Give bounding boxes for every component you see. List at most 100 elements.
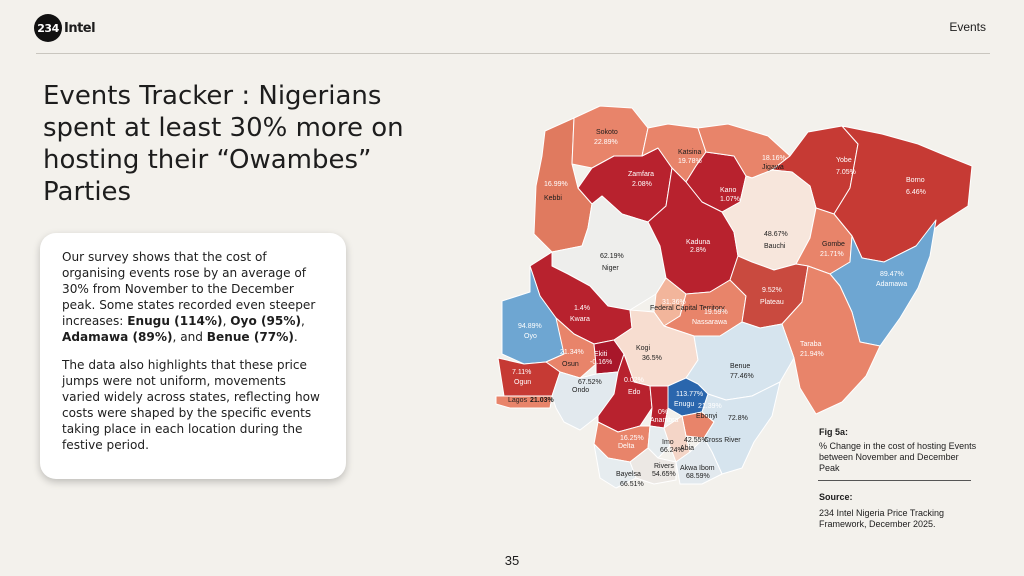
label-enugu-name: Enugu bbox=[674, 401, 694, 408]
label-akwaibom-name: Akwa Ibom bbox=[680, 465, 715, 472]
label-lagos-name: Lagos bbox=[508, 397, 528, 404]
label-ondo-name: Ondo bbox=[572, 387, 589, 394]
label-fct-name: Federal Capital Territory bbox=[650, 305, 725, 312]
label-kwara-value: 1.4% bbox=[574, 305, 590, 312]
label-kebbi-name: Kebbi bbox=[544, 195, 562, 202]
source-block: Source: 234 Intel Nigeria Price Tracking… bbox=[819, 492, 979, 530]
separator-2: , bbox=[300, 314, 305, 328]
label-osun-value: 21.34% bbox=[560, 349, 584, 356]
label-abia-value: 42.55% bbox=[684, 437, 708, 444]
label-edo-value: 0.02% bbox=[624, 377, 644, 384]
label-jigawa-name: Jigawa bbox=[762, 164, 784, 171]
label-abia-name: Abia bbox=[680, 445, 694, 452]
label-ekiti-name: Ekiti bbox=[594, 351, 608, 358]
label-nassarawa-value: 19.59% bbox=[704, 309, 728, 316]
label-yobe-name: Yobe bbox=[836, 157, 852, 164]
label-crossriver-name: Cross River bbox=[704, 437, 741, 444]
state-imo bbox=[647, 425, 671, 459]
label-oyo-name: Oyo bbox=[524, 333, 537, 340]
label-bayelsa-name: Bayelsa bbox=[616, 471, 641, 478]
label-anambra-name: Anambra bbox=[650, 417, 679, 424]
summary-paragraph-1: Our survey shows that the cost of organi… bbox=[62, 249, 326, 345]
label-ogun-name: Ogun bbox=[514, 379, 531, 386]
label-niger-value: 62.19% bbox=[600, 253, 624, 260]
label-ogun-value: 7.11% bbox=[512, 369, 531, 376]
logo-badge: 234 bbox=[34, 14, 62, 42]
label-oyo-value: 94.89% bbox=[518, 323, 542, 330]
label-kano-value: 1.07% bbox=[720, 196, 740, 203]
label-anambra-value: 0% bbox=[658, 409, 668, 416]
state-akwaibom bbox=[675, 437, 723, 485]
page-number: 35 bbox=[504, 553, 520, 568]
nigeria-choropleth-map: Sokoto 22.89% 16.99% Kebbi Zamfara 2.08%… bbox=[495, 105, 973, 489]
source-label: Source: bbox=[819, 492, 853, 502]
label-enugu-value: 113.77% bbox=[676, 391, 703, 398]
label-zamfara-name: Zamfara bbox=[628, 171, 654, 178]
label-jigawa-value: 18.16% bbox=[762, 155, 786, 162]
label-kogi-value: 36.5% bbox=[642, 355, 662, 362]
label-borno-value: 6.46% bbox=[906, 189, 926, 196]
label-bauchi-value: 48.67% bbox=[764, 231, 788, 238]
page-title: Events Tracker : Nigerians spent at leas… bbox=[43, 81, 404, 207]
label-ekiti-value: -0.16% bbox=[590, 359, 612, 366]
section-label: Events bbox=[949, 20, 986, 34]
separator-1: , bbox=[222, 314, 231, 328]
label-bayelsa-value: 66.51% bbox=[620, 481, 644, 488]
label-lagos-value: 21.03% bbox=[530, 397, 555, 404]
label-ebonyi-value: 21.39% bbox=[698, 403, 722, 410]
label-kwara-name: Kwara bbox=[570, 316, 590, 323]
state-crossriver bbox=[701, 381, 781, 475]
label-katsina-value: 19.78% bbox=[678, 158, 702, 165]
summary-intro: Our survey shows that the cost of organi… bbox=[62, 250, 316, 328]
figure-label: Fig 5a: bbox=[819, 427, 849, 437]
label-fct-value: 31.36% bbox=[662, 299, 686, 306]
state-rivers bbox=[629, 447, 677, 485]
separator-3: , and bbox=[172, 330, 207, 344]
label-ebonyi-name: Ebonyi bbox=[696, 413, 718, 420]
label-nassarawa-name: Nassarawa bbox=[692, 319, 727, 326]
label-kano-name: Kano bbox=[720, 187, 736, 194]
label-rivers-name: Rivers bbox=[654, 463, 674, 470]
label-adamawa-name: Adamawa bbox=[876, 281, 907, 288]
label-plateau-name: Plateau bbox=[760, 299, 784, 306]
highlight-benue: Benue (77%) bbox=[206, 330, 294, 344]
logo-text: Intel bbox=[64, 20, 96, 36]
label-plateau-value: 9.52% bbox=[762, 287, 782, 294]
brand-logo: 234 Intel bbox=[34, 14, 96, 42]
label-niger-name: Niger bbox=[602, 265, 619, 272]
label-zamfara-value: 2.08% bbox=[632, 181, 652, 188]
label-edo-name: Edo bbox=[628, 389, 641, 396]
header-divider bbox=[36, 53, 990, 54]
figure-caption: % Change in the cost of hosting Events b… bbox=[819, 441, 977, 473]
label-osun-name: Osun bbox=[562, 361, 579, 368]
label-sokoto-name: Sokoto bbox=[596, 129, 618, 136]
label-kaduna-name: Kaduna bbox=[686, 239, 710, 246]
label-delta-name: Delta bbox=[618, 443, 634, 450]
label-delta-value: 16.25% bbox=[620, 435, 644, 442]
label-adamawa-value: 89.47% bbox=[880, 271, 904, 278]
label-katsina-name: Katsina bbox=[678, 149, 701, 156]
label-gombe-name: Gombe bbox=[822, 241, 845, 248]
label-akwaibom-value: 68.59% bbox=[686, 473, 710, 480]
figure-caption-block: Fig 5a: % Change in the cost of hosting … bbox=[819, 427, 979, 474]
label-kogi-name: Kogi bbox=[636, 345, 650, 352]
label-kaduna-value: 2.8% bbox=[690, 247, 706, 254]
label-borno-name: Borno bbox=[906, 177, 925, 184]
state-bayelsa bbox=[593, 443, 637, 489]
highlight-enugu: Enugu (114%) bbox=[127, 314, 223, 328]
label-crossriver-value: 72.8% bbox=[728, 415, 748, 422]
label-imo-name: Imo bbox=[662, 439, 674, 446]
highlight-adamawa: Adamawa (89%) bbox=[62, 330, 173, 344]
caption-divider bbox=[818, 480, 971, 481]
summary-card: Our survey shows that the cost of organi… bbox=[40, 233, 346, 479]
label-gombe-value: 21.71% bbox=[820, 251, 844, 258]
separator-4: . bbox=[293, 330, 298, 344]
label-ondo-value: 67.52% bbox=[578, 379, 602, 386]
label-benue-value: 77.46% bbox=[730, 373, 754, 380]
label-bauchi-name: Bauchi bbox=[764, 243, 786, 250]
source-text: 234 Intel Nigeria Price Tracking Framewo… bbox=[819, 508, 945, 529]
label-yobe-value: 7.05% bbox=[836, 169, 856, 176]
label-rivers-value: 54.65% bbox=[652, 471, 676, 478]
label-benue-name: Benue bbox=[730, 363, 750, 370]
label-sokoto-value: 22.89% bbox=[594, 139, 618, 146]
